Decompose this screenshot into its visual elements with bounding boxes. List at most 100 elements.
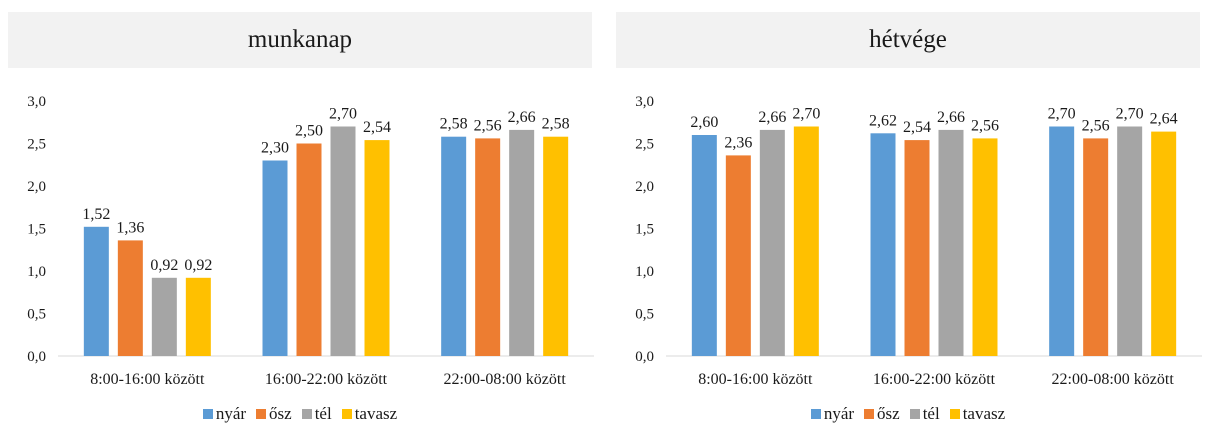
chart-title: hétvége bbox=[616, 12, 1200, 68]
y-tick-label: 2,0 bbox=[635, 179, 654, 195]
data-label: 0,92 bbox=[184, 257, 212, 274]
legend-label: tavasz bbox=[962, 404, 1006, 423]
y-tick-label: 2,0 bbox=[27, 179, 46, 195]
legend-label: nyár bbox=[215, 404, 247, 423]
bar-tavasz bbox=[1151, 131, 1177, 356]
legend-item: tavasz bbox=[949, 404, 1006, 424]
y-tick-label: 1,0 bbox=[635, 264, 654, 280]
bar-ősz bbox=[1083, 138, 1109, 356]
y-tick-label: 2,5 bbox=[27, 137, 46, 153]
legend-item: ősz bbox=[864, 404, 900, 424]
data-label: 2,64 bbox=[1150, 111, 1178, 128]
data-label: 2,58 bbox=[542, 116, 570, 133]
bar-tavasz bbox=[364, 140, 390, 356]
data-label: 2,60 bbox=[690, 114, 718, 131]
chart-title: munkanap bbox=[8, 12, 592, 68]
bar-nyár bbox=[870, 133, 896, 356]
legend-label: tél bbox=[314, 404, 332, 423]
data-label: 2,66 bbox=[758, 109, 786, 126]
legend-item: nyár bbox=[810, 404, 855, 424]
bar-chart: 0,0 0,5 1,0 1,5 2,0 2,5 3,0 8:00-16:00 között 2,… bbox=[635, 94, 1202, 388]
bar-tavasz bbox=[185, 277, 211, 356]
bar-tavasz bbox=[972, 138, 998, 356]
bar-ősz bbox=[117, 240, 143, 356]
legend-item: tél bbox=[301, 404, 332, 424]
legend-item: tavasz bbox=[341, 404, 398, 424]
category-label: 22:00-08:00 között bbox=[1052, 371, 1175, 388]
bar-nyár bbox=[83, 226, 109, 356]
legend-swatch bbox=[864, 409, 875, 419]
data-label: 2,70 bbox=[1116, 106, 1144, 123]
legend-swatch bbox=[949, 409, 960, 419]
bar-nyár bbox=[691, 135, 717, 356]
bar-nyár bbox=[262, 160, 288, 356]
data-label: 2,56 bbox=[1082, 117, 1110, 134]
bar-tél bbox=[759, 129, 785, 356]
legend: nyár ősz tél tavasz bbox=[608, 404, 1208, 424]
bar-tél bbox=[509, 129, 535, 356]
y-tick-label: 3,0 bbox=[27, 94, 46, 110]
data-label: 2,56 bbox=[474, 117, 502, 134]
data-label: 2,30 bbox=[261, 140, 289, 157]
y-tick-label: 2,5 bbox=[635, 137, 654, 153]
legend-swatch bbox=[810, 409, 821, 419]
y-tick-label: 0,0 bbox=[635, 349, 654, 365]
legend-label: tavasz bbox=[354, 404, 398, 423]
data-label: 2,36 bbox=[724, 134, 752, 151]
bar-tél bbox=[330, 126, 356, 356]
legend-swatch bbox=[256, 409, 267, 419]
bar-nyár bbox=[441, 136, 467, 356]
data-label: 2,62 bbox=[869, 112, 897, 129]
data-label: 2,56 bbox=[971, 117, 999, 134]
category-label: 8:00-16:00 között bbox=[90, 371, 205, 388]
data-label: 2,58 bbox=[440, 116, 468, 133]
legend-swatch bbox=[202, 409, 213, 419]
data-label: 2,54 bbox=[363, 119, 391, 136]
legend: nyár ősz tél tavasz bbox=[0, 404, 600, 424]
chart-panel-munkanap: munkanap 0,0 0,5 1,0 1,5 2,0 2,5 3,0 8:00-16:00… bbox=[0, 0, 600, 426]
bar-ősz bbox=[725, 155, 751, 356]
legend-item: ősz bbox=[256, 404, 292, 424]
data-label: 2,70 bbox=[329, 106, 357, 123]
data-label: 0,92 bbox=[150, 257, 178, 274]
legend-swatch bbox=[301, 409, 312, 419]
legend-item: nyár bbox=[202, 404, 247, 424]
bar-tél bbox=[938, 129, 964, 356]
bar-chart: 0,0 0,5 1,0 1,5 2,0 2,5 3,0 8:00-16:00 között 1,… bbox=[27, 94, 594, 388]
category-label: 16:00-22:00 között bbox=[873, 371, 996, 388]
category-label: 16:00-22:00 között bbox=[265, 371, 388, 388]
legend-swatch bbox=[909, 409, 920, 419]
bar-tél bbox=[1117, 126, 1143, 356]
y-tick-label: 1,5 bbox=[27, 222, 46, 238]
data-label: 1,36 bbox=[116, 219, 144, 236]
data-label: 2,54 bbox=[903, 119, 931, 136]
y-tick-label: 3,0 bbox=[635, 94, 654, 110]
bar-tél bbox=[151, 277, 177, 356]
data-label: 2,66 bbox=[508, 109, 536, 126]
chart-panel-hetvege: hétvége 0,0 0,5 1,0 1,5 2,0 2,5 3,0 8:00-16:00 … bbox=[608, 0, 1208, 426]
data-label: 2,70 bbox=[792, 106, 820, 123]
legend-label: ősz bbox=[877, 404, 900, 423]
y-tick-label: 0,5 bbox=[635, 307, 654, 323]
y-tick-label: 1,5 bbox=[635, 222, 654, 238]
data-label: 2,70 bbox=[1048, 106, 1076, 123]
legend-label: tél bbox=[922, 404, 940, 423]
category-label: 22:00-08:00 között bbox=[444, 371, 567, 388]
legend-label: ősz bbox=[269, 404, 292, 423]
y-tick-label: 0,0 bbox=[27, 349, 46, 365]
bar-ősz bbox=[475, 138, 501, 356]
bar-ősz bbox=[904, 140, 930, 356]
bar-tavasz bbox=[543, 136, 569, 356]
bar-nyár bbox=[1049, 126, 1075, 356]
data-label: 1,52 bbox=[82, 206, 110, 223]
category-label: 8:00-16:00 között bbox=[698, 371, 813, 388]
legend-swatch bbox=[341, 409, 352, 419]
bar-ősz bbox=[296, 143, 322, 356]
legend-item: tél bbox=[909, 404, 940, 424]
data-label: 2,66 bbox=[937, 109, 965, 126]
legend-label: nyár bbox=[823, 404, 855, 423]
y-tick-label: 0,5 bbox=[27, 307, 46, 323]
y-tick-label: 1,0 bbox=[27, 264, 46, 280]
bar-tavasz bbox=[793, 126, 819, 356]
data-label: 2,50 bbox=[295, 123, 323, 140]
